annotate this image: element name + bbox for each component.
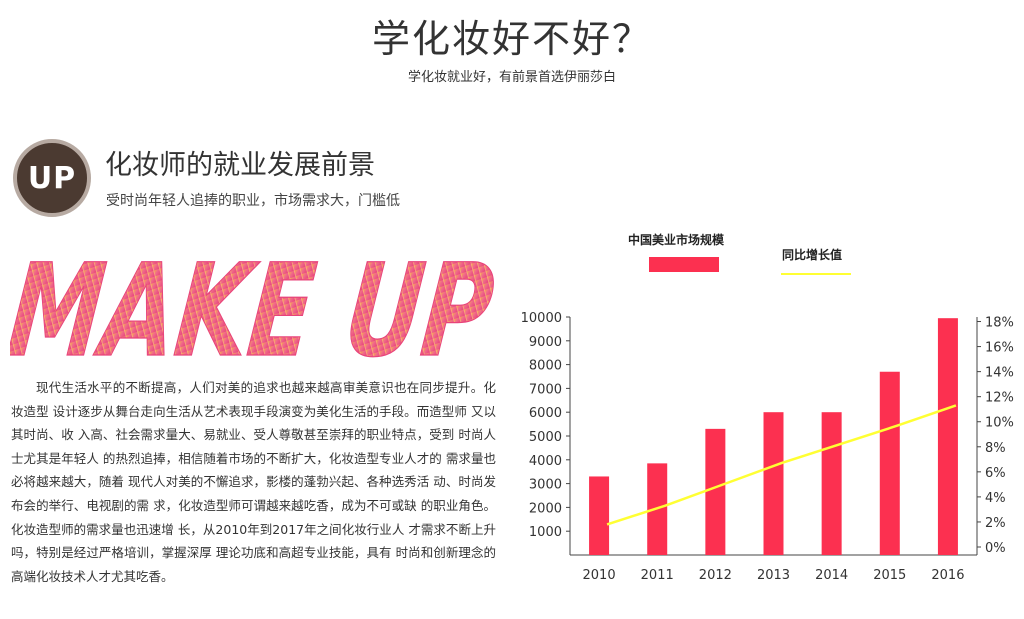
bar: [589, 476, 610, 555]
right-axis-tick-label: 2%: [985, 516, 1006, 531]
right-axis-tick-label: 14%: [985, 366, 1014, 381]
bar: [879, 371, 900, 555]
bar: [937, 318, 958, 555]
left-axis-tick-label: 2000: [529, 501, 562, 516]
right-axis-tick-label: 8%: [985, 441, 1006, 456]
growth-line: [606, 404, 957, 526]
left-axis-tick-label: 7000: [529, 382, 562, 397]
section-subtitle: 受时尚年轻人追捧的职业，市场需求大，门槛低: [106, 193, 400, 209]
right-axis-tick-label: 10%: [985, 416, 1014, 431]
legend-swatch-bar: [649, 257, 719, 272]
makeup-artwork: MAKE UP: [10, 237, 500, 375]
x-axis-tick-label: 2011: [641, 568, 674, 583]
body-paragraph: 现代生活水平的不断提高，人们对美的追求也越来越高审美意识也在同步提升。化妆造型 …: [11, 380, 496, 584]
x-axis-tick-label: 2013: [757, 568, 790, 583]
page-subtitle: 学化妆就业好，有前景首选伊丽莎白: [407, 70, 616, 85]
makeup-art-text: MAKE UP: [10, 237, 500, 375]
x-axis-tick-label: 2010: [583, 568, 616, 583]
left-axis-tick-label: 4000: [529, 454, 562, 469]
chart: 中国美业市场规模 同比增长值 10000 9000 8000 7000 6000 5000…: [515, 222, 1020, 619]
page-title: 学化妆好不好？: [371, 17, 652, 61]
up-badge: UP: [13, 139, 91, 217]
chart-plot: 10000 9000 8000 7000 6000 5000 4000 3000 2000 100…: [521, 311, 1014, 583]
left-axis-tick-label: 5000: [529, 430, 562, 445]
legend-label-market: 中国美业市场规模: [628, 233, 725, 247]
right-axis-tick-label: 18%: [985, 316, 1014, 331]
section-title: 化妆师的就业发展前景: [105, 150, 375, 181]
up-badge-text: UP: [27, 160, 77, 196]
legend-swatch-line: [781, 273, 851, 275]
left-axis-tick-label: 1000: [529, 525, 562, 540]
x-axis-tick-label: 2014: [815, 568, 848, 583]
left-axis-tick-label: 9000: [529, 335, 562, 350]
bar: [705, 428, 726, 555]
x-axis-tick-label: 2016: [931, 568, 964, 583]
x-axis-tick-label: 2012: [699, 568, 732, 583]
left-axis-tick-label: 3000: [529, 478, 562, 493]
left-axis-tick-label: 8000: [529, 359, 562, 374]
right-axis-tick-label: 0%: [985, 541, 1006, 556]
legend-label-growth: 同比增长值: [782, 248, 843, 262]
right-axis-tick-label: 6%: [985, 466, 1006, 481]
right-axis-tick-label: 16%: [985, 341, 1014, 356]
bar: [821, 412, 842, 555]
left-axis-tick-label: 10000: [521, 311, 562, 326]
right-axis-tick-label: 12%: [985, 391, 1014, 406]
bar: [763, 412, 784, 555]
left-axis-tick-label: 6000: [529, 406, 562, 421]
x-axis-tick-label: 2015: [873, 568, 906, 583]
right-axis-tick-label: 4%: [985, 491, 1006, 506]
